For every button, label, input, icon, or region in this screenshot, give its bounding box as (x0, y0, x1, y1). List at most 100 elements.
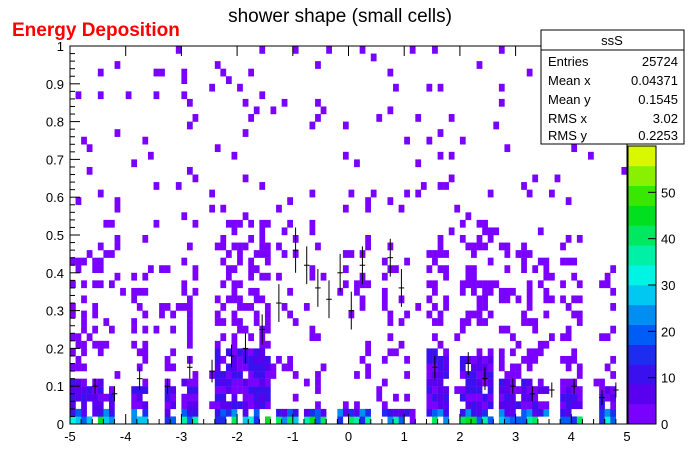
heatmap-cell (231, 348, 238, 357)
error-point (292, 227, 299, 273)
heatmap-cell (365, 242, 371, 251)
heatmap-cell (281, 303, 288, 311)
error-point (529, 386, 536, 402)
heatmap-cell (237, 325, 243, 334)
heatmap-cell (209, 204, 216, 213)
heatmap-cell (365, 348, 371, 357)
heatmap-cell (242, 129, 249, 137)
heatmap-cell (599, 416, 605, 425)
heatmap-cell (114, 129, 121, 137)
heatmap-cell (487, 416, 494, 425)
heatmap-cell (565, 257, 572, 266)
heatmap-cell (225, 408, 232, 417)
heatmap-cell (220, 333, 227, 342)
heatmap-cell (259, 46, 266, 54)
heatmap-cell (599, 280, 605, 289)
heatmap-cell (97, 378, 104, 387)
heatmap-cell (510, 416, 516, 425)
heatmap-cell (259, 250, 266, 258)
heatmap-cell (292, 393, 299, 402)
heatmap-cell (487, 363, 494, 372)
heatmap-cell (432, 250, 438, 258)
heatmap-cell (164, 393, 171, 402)
heatmap-cell (493, 227, 500, 236)
heatmap-cell (604, 280, 611, 289)
heatmap-cell (287, 363, 293, 372)
heatmap-cell (521, 182, 527, 190)
heatmap-cell (426, 280, 433, 289)
heatmap-cell (70, 401, 76, 410)
heatmap-cell (342, 121, 349, 130)
heatmap-cell (75, 416, 82, 425)
heatmap-cell (315, 61, 321, 69)
heatmap-cell (398, 204, 405, 213)
heatmap-cell (576, 318, 583, 326)
heatmap-cell (259, 295, 266, 304)
heatmap-cell (220, 204, 227, 213)
heatmap-cell (543, 401, 550, 410)
heatmap-cell (248, 272, 255, 281)
heatmap-cell (108, 401, 115, 410)
heatmap-cell (192, 401, 199, 410)
heatmap-cell (359, 416, 366, 425)
heatmap-cell (309, 219, 316, 228)
heatmap-cell (315, 333, 321, 342)
heatmap-cell (437, 318, 444, 326)
heatmap-cell (220, 355, 227, 364)
heatmap-cell (543, 340, 550, 349)
x-tick-label: 4 (568, 429, 575, 444)
heatmap-cell (576, 371, 583, 379)
heatmap-cell (70, 333, 76, 342)
heatmap-cell (147, 265, 154, 273)
heatmap-cell (81, 257, 87, 266)
heatmap-cell (159, 310, 165, 319)
heatmap-cell (398, 416, 405, 425)
heatmap-cell (543, 386, 550, 394)
heatmap-cell (237, 295, 243, 304)
heatmap-cell (437, 355, 444, 364)
heatmap-cell (437, 363, 444, 372)
heatmap-cell (142, 272, 149, 281)
heatmap-cell (532, 174, 539, 183)
heatmap-cell (220, 378, 227, 387)
heatmap-cell (225, 76, 232, 84)
heatmap-cell (354, 401, 360, 410)
heatmap-cell (75, 333, 82, 342)
error-point (387, 238, 394, 277)
heatmap-cell (237, 242, 243, 251)
heatmap-cell (498, 46, 505, 54)
heatmap-cell (220, 386, 227, 394)
heatmap-cell (471, 250, 477, 258)
heatmap-cell (259, 227, 266, 236)
heatmap-cell (437, 386, 444, 394)
stats-value-rms-x: 3.02 (653, 111, 678, 126)
heatmap-cell (131, 318, 138, 326)
heatmap-cell (264, 310, 271, 319)
heatmap-cell (521, 401, 527, 410)
heatmap-cell (437, 242, 444, 251)
heatmap-cell (225, 363, 232, 372)
x-tick-label: 0 (345, 429, 352, 444)
heatmap-cell (504, 287, 511, 296)
heatmap-cell (242, 401, 249, 410)
heatmap-cell (404, 257, 410, 266)
heatmap-cell (381, 408, 388, 417)
heatmap-cell (532, 318, 539, 326)
heatmap-cell (515, 371, 522, 379)
heatmap-cell (186, 408, 193, 417)
heatmap-cell (337, 287, 344, 296)
heatmap-cell (471, 401, 477, 410)
heatmap-cell (487, 189, 494, 198)
heatmap-cell (214, 363, 221, 372)
heatmap-cell (504, 144, 511, 153)
heatmap-cell (142, 386, 149, 394)
error-points (92, 227, 619, 406)
heatmap-cell (170, 416, 177, 425)
heatmap-cell (287, 197, 293, 205)
heatmap-cell (264, 386, 271, 394)
heatmap-cell (398, 408, 405, 417)
heatmap-cell (471, 408, 477, 417)
heatmap-cell (248, 386, 255, 394)
heatmap-cell (75, 393, 82, 402)
heatmap-cell (465, 310, 472, 319)
